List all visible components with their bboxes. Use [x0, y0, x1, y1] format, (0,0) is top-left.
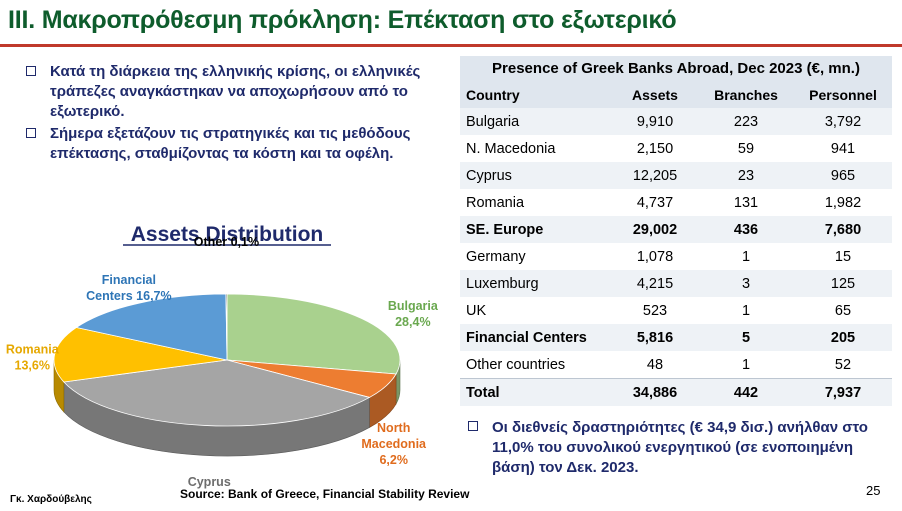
- pie-slice: [75, 293, 228, 361]
- presence-table: Presence of Greek Banks Abroad, Dec 2023…: [460, 56, 892, 406]
- value-cell: 2,150: [612, 135, 698, 162]
- value-cell: 131: [698, 189, 794, 216]
- pie-slice: [225, 293, 228, 361]
- value-cell: 5,816: [612, 324, 698, 351]
- pie-slice-label: North Macedonia 6,2%: [361, 421, 427, 467]
- country-cell: Cyprus: [460, 162, 612, 189]
- value-cell: 7,937: [794, 378, 892, 406]
- value-cell: 4,737: [612, 189, 698, 216]
- slide-title: III. Μακροπρόθεσμη πρόκληση: Επέκταση στ…: [8, 6, 677, 34]
- pie-chart: Assets Distribution Bulgaria 28,4% North Ma…: [0, 215, 450, 490]
- value-cell: 1: [698, 297, 794, 324]
- summary-note: Οι διεθνείς δραστηριότητες (€ 34,9 δισ.)…: [468, 418, 898, 480]
- bullet-text: Κατά τη διάρκεια της ελληνικής κρίσης, ο…: [50, 63, 421, 120]
- value-cell: 1: [698, 351, 794, 379]
- value-cell: 15: [794, 243, 892, 270]
- pie-slice-label: Financial Centers 16,7%: [86, 273, 171, 303]
- table-row: UK 523 1 65: [460, 297, 892, 324]
- bullet-item: Κατά τη διάρκεια της ελληνικής κρίσης, ο…: [26, 62, 426, 122]
- table-row: Cyprus 12,205 23 965: [460, 162, 892, 189]
- pie-slice: [53, 327, 228, 383]
- value-cell: 4,215: [612, 270, 698, 297]
- country-cell: Bulgaria: [460, 108, 612, 135]
- source-note: Source: Bank of Greece, Financial Stabil…: [180, 487, 470, 501]
- table-row: SE. Europe 29,002 436 7,680: [460, 216, 892, 243]
- checkbox-bullet-icon: [26, 66, 36, 76]
- pie-tops: [53, 293, 401, 427]
- table-row: Bulgaria 9,910 223 3,792: [460, 108, 892, 135]
- value-cell: 436: [698, 216, 794, 243]
- value-cell: 12,205: [612, 162, 698, 189]
- pie-slice: [226, 293, 401, 375]
- title-divider: [0, 44, 902, 47]
- table-row: N. Macedonia 2,150 59 941: [460, 135, 892, 162]
- value-cell: 223: [698, 108, 794, 135]
- bullet-item: Σήμερα εξετάζουν τις στρατηγικές και τις…: [26, 124, 426, 164]
- chart-title: Assets Distribution: [131, 223, 324, 246]
- bullet-list: Κατά τη διάρκεια της ελληνικής κρίσης, ο…: [26, 62, 426, 166]
- checkbox-bullet-icon: [468, 421, 478, 431]
- value-cell: 941: [794, 135, 892, 162]
- column-header: Branches: [698, 82, 794, 108]
- table-row: Germany 1,078 1 15: [460, 243, 892, 270]
- value-cell: 59: [698, 135, 794, 162]
- bullet-item: Οι διεθνείς δραστηριότητες (€ 34,9 δισ.)…: [468, 418, 898, 478]
- pie-chart-svg: Assets Distribution Bulgaria 28,4% North Ma…: [6, 223, 439, 490]
- value-cell: 125: [794, 270, 892, 297]
- data-table: Country Assets Branches Personnel Bulgar…: [460, 82, 892, 406]
- column-header: Country: [460, 82, 612, 108]
- value-cell: 205: [794, 324, 892, 351]
- column-header: Personnel: [794, 82, 892, 108]
- country-cell: Germany: [460, 243, 612, 270]
- country-cell: Financial Centers: [460, 324, 612, 351]
- table-header-row: Country Assets Branches Personnel: [460, 82, 892, 108]
- country-cell: Romania: [460, 189, 612, 216]
- pie-slice-label: Romania 13,6%: [6, 342, 60, 372]
- author-name: Γκ. Χαρδούβελης: [10, 494, 92, 505]
- country-cell: Other countries: [460, 351, 612, 379]
- pie-slice-label: Bulgaria 28,4%: [388, 299, 439, 329]
- value-cell: 1,982: [794, 189, 892, 216]
- bullet-text: Σήμερα εξετάζουν τις στρατηγικές και τις…: [50, 125, 411, 162]
- page-number: 25: [866, 483, 881, 498]
- value-cell: 7,680: [794, 216, 892, 243]
- pie-slice-label: Cyprus35,0%: [188, 475, 231, 490]
- value-cell: 965: [794, 162, 892, 189]
- value-cell: 52: [794, 351, 892, 379]
- pie-slice-label: Other 0,1%: [194, 235, 259, 249]
- pie-slice: [63, 359, 371, 427]
- table-row: Luxemburg 4,215 3 125: [460, 270, 892, 297]
- table-title: Presence of Greek Banks Abroad, Dec 2023…: [460, 56, 892, 82]
- table-row: Financial Centers 5,816 5 205: [460, 324, 892, 351]
- country-cell: Luxemburg: [460, 270, 612, 297]
- value-cell: 34,886: [612, 378, 698, 406]
- table-row: Romania 4,737 131 1,982: [460, 189, 892, 216]
- value-cell: 3: [698, 270, 794, 297]
- value-cell: 3,792: [794, 108, 892, 135]
- bullet-text: Οι διεθνείς δραστηριότητες (€ 34,9 δισ.)…: [492, 419, 868, 476]
- country-cell: UK: [460, 297, 612, 324]
- value-cell: 1: [698, 243, 794, 270]
- value-cell: 23: [698, 162, 794, 189]
- value-cell: 9,910: [612, 108, 698, 135]
- value-cell: 48: [612, 351, 698, 379]
- column-header: Assets: [612, 82, 698, 108]
- value-cell: 29,002: [612, 216, 698, 243]
- table-row: Other countries 48 1 52: [460, 351, 892, 379]
- value-cell: 1,078: [612, 243, 698, 270]
- country-cell: SE. Europe: [460, 216, 612, 243]
- value-cell: 523: [612, 297, 698, 324]
- table-row: Total 34,886 442 7,937: [460, 378, 892, 406]
- checkbox-bullet-icon: [26, 128, 36, 138]
- country-cell: Total: [460, 378, 612, 406]
- value-cell: 65: [794, 297, 892, 324]
- value-cell: 5: [698, 324, 794, 351]
- country-cell: N. Macedonia: [460, 135, 612, 162]
- value-cell: 442: [698, 378, 794, 406]
